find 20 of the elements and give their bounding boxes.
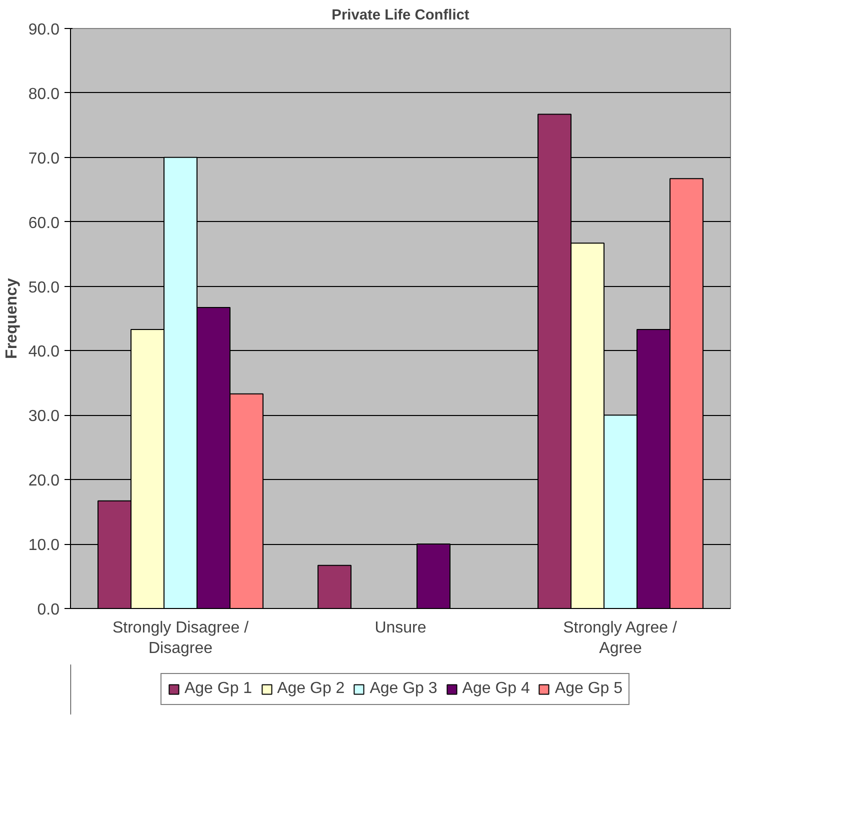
y-tick-label: 50.0 bbox=[28, 279, 60, 296]
y-tick-label: 30.0 bbox=[28, 408, 60, 426]
y-tick-label: 70.0 bbox=[28, 150, 60, 168]
legend-label: Age Gp 1 bbox=[184, 680, 252, 698]
chart-title: Private Life Conflict bbox=[332, 8, 470, 24]
legend-label: Age Gp 4 bbox=[462, 680, 530, 698]
x-tick-label: Strongly Agree / Agree bbox=[563, 620, 678, 657]
y-tick-label: 90.0 bbox=[28, 22, 60, 38]
x-tick-label: Strongly Disagree / Disagree bbox=[112, 620, 250, 657]
y-tick-label: 60.0 bbox=[28, 214, 60, 232]
legend-label: Age Gp 3 bbox=[370, 680, 438, 698]
legend-label: Age Gp 5 bbox=[554, 680, 623, 698]
y-tick-label: 20.0 bbox=[28, 472, 60, 490]
y-tick-label: 0.0 bbox=[37, 602, 60, 618]
y-tick-label: 80.0 bbox=[28, 86, 60, 103]
y-tick-label: 10.0 bbox=[28, 537, 60, 554]
y-tick-label: 40.0 bbox=[28, 344, 60, 361]
legend-label: Age Gp 2 bbox=[277, 680, 345, 698]
x-tick-label: Unsure bbox=[374, 620, 426, 636]
y-axis-title: Frequency bbox=[3, 278, 20, 359]
